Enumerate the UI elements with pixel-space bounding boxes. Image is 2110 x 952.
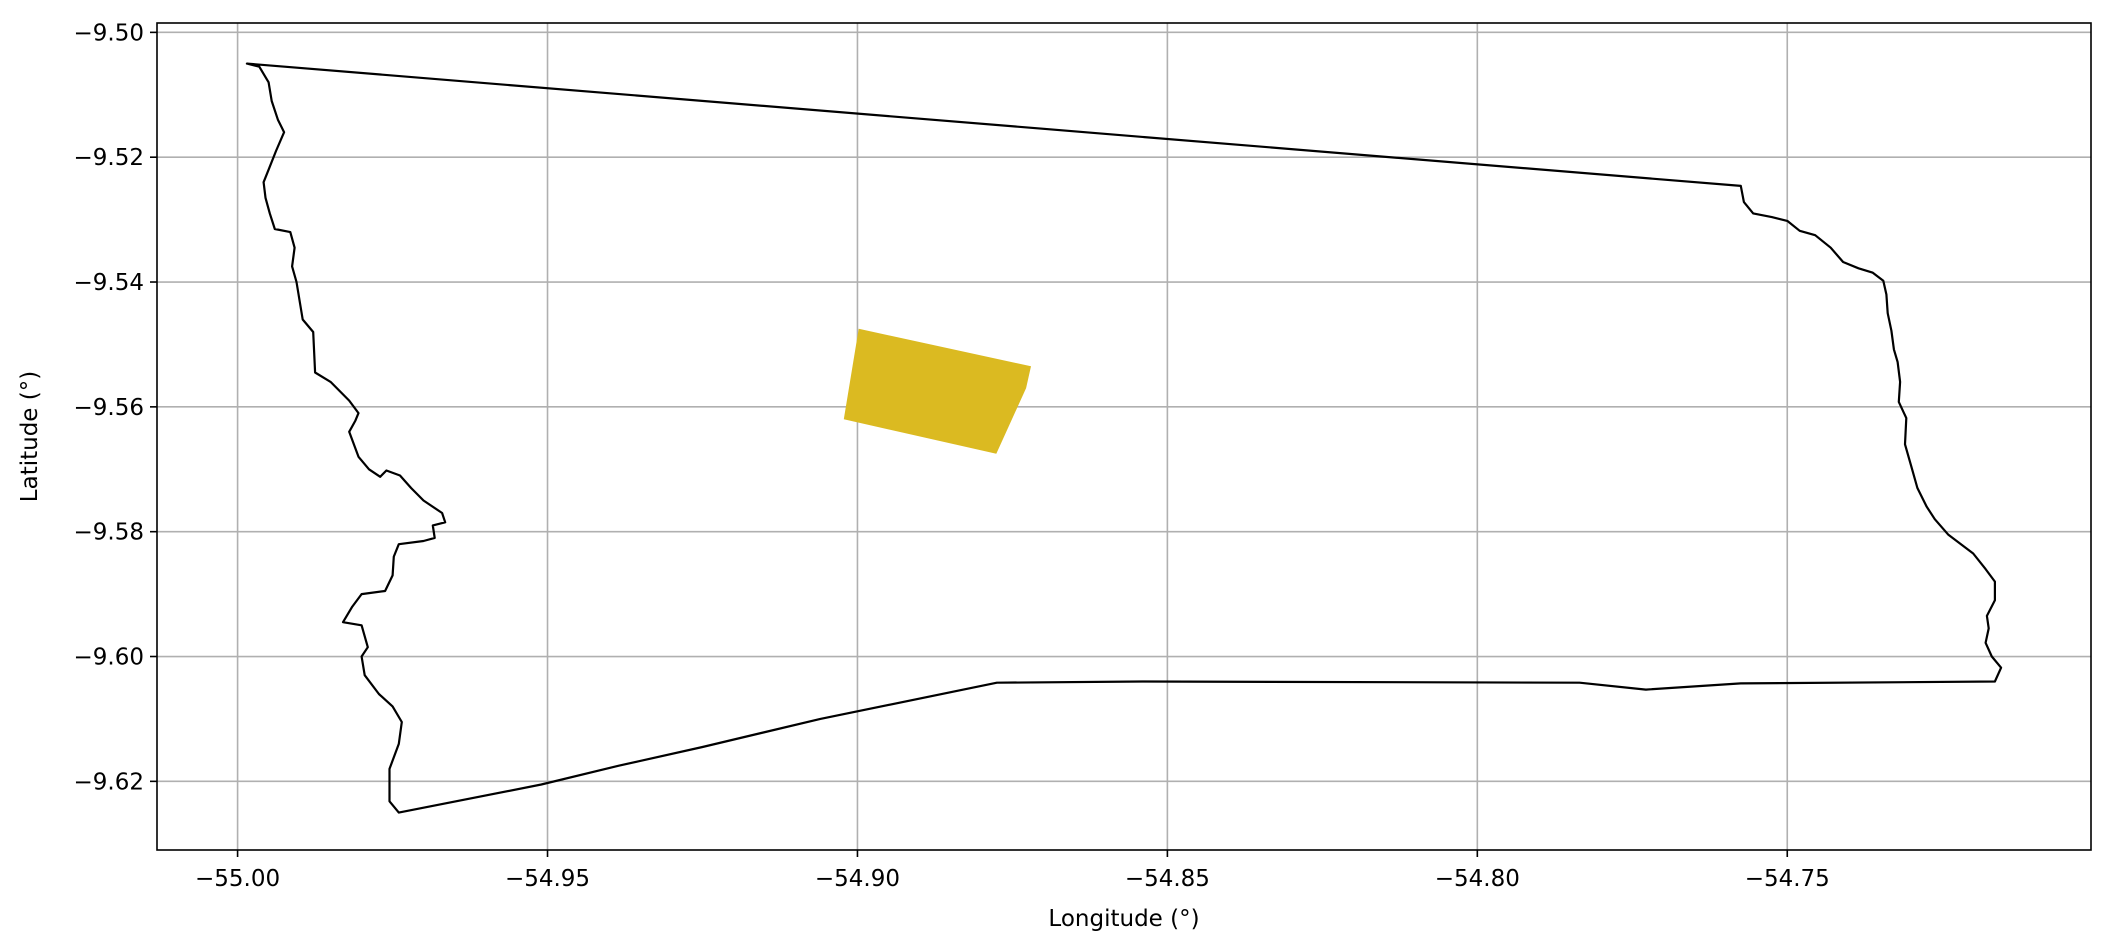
x-tick-label: −54.80 [1435, 866, 1520, 892]
axis-ticks: −55.00 −54.95 −54.90 −54.85 −54.80 −54.75 −9.5… [74, 20, 1830, 892]
y-tick-label: −9.60 [74, 645, 144, 671]
y-tick-label: −9.56 [74, 395, 144, 421]
grid-lines [157, 23, 2091, 850]
y-tick-label: −9.50 [74, 20, 144, 46]
highlight-area [843, 328, 1031, 454]
y-tick-label: −9.58 [74, 520, 144, 546]
region-boundary [245, 62, 2003, 814]
y-axis-label: Latitude (°) [17, 371, 43, 502]
y-tick-label: −9.54 [74, 270, 144, 296]
x-axis-label: Longitude (°) [1048, 906, 1199, 932]
x-tick-label: −54.75 [1745, 866, 1830, 892]
x-tick-label: −54.85 [1125, 866, 1210, 892]
map-layers [245, 62, 2003, 814]
x-tick-label: −55.00 [195, 866, 280, 892]
plot-frame [156, 22, 2092, 851]
y-tick-label: −9.62 [74, 769, 144, 795]
x-tick-label: −54.95 [505, 866, 590, 892]
y-tick-label: −9.52 [74, 145, 144, 171]
x-tick-label: −54.90 [815, 866, 900, 892]
